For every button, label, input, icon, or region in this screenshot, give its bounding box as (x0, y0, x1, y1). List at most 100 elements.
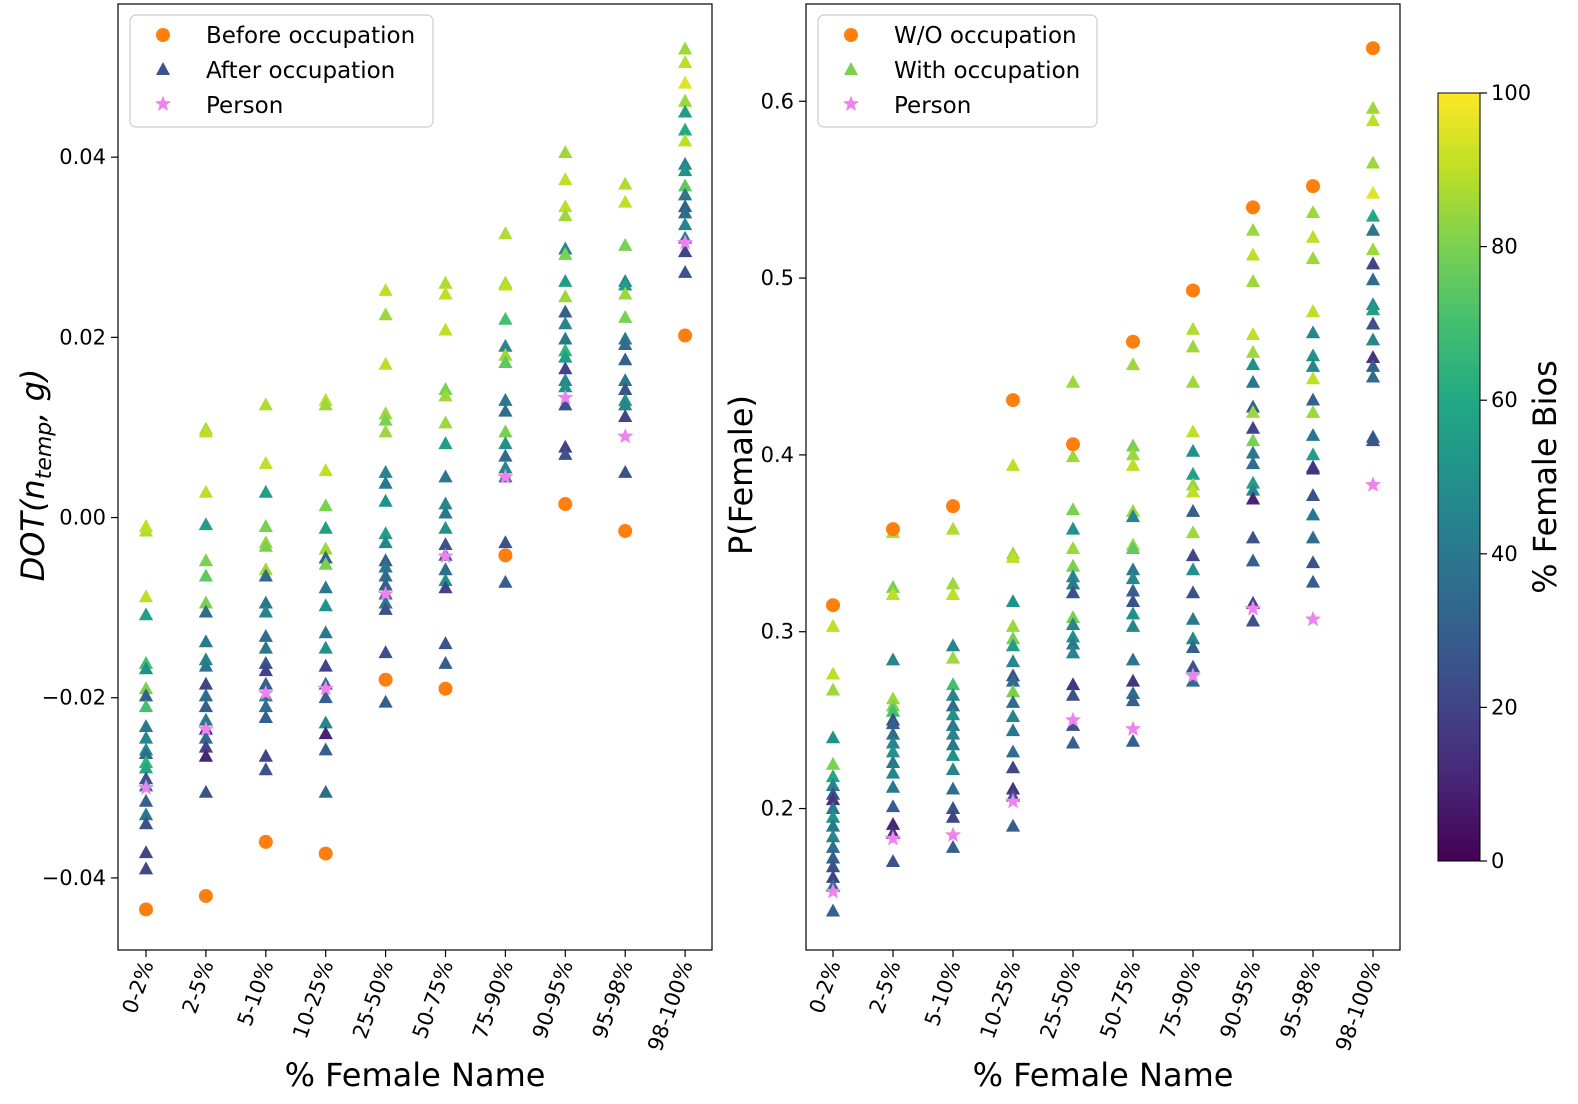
triangle-point (378, 307, 393, 321)
baseline-circle-point (1186, 283, 1200, 298)
triangle-point (1065, 735, 1081, 749)
triangle-point (198, 699, 214, 713)
triangle-point (138, 607, 154, 621)
left-legend: Before occupation After occupation Perso… (129, 14, 434, 128)
x-tick-label: 2-5% (865, 958, 906, 1017)
triangle-point (498, 347, 513, 361)
baseline-circle-point (886, 522, 900, 537)
triangle-point (1185, 503, 1201, 517)
legend-person-label: Person (894, 93, 971, 119)
triangle-point (1125, 562, 1141, 576)
triangle-point (1245, 475, 1261, 489)
triangle-point (498, 424, 513, 438)
triangle-point (438, 469, 453, 483)
triangle-point (945, 707, 961, 721)
triangle-point (677, 187, 693, 201)
triangle-point (677, 41, 693, 55)
triangle-point (1005, 709, 1021, 722)
triangle-point (885, 580, 901, 593)
triangle-point (198, 712, 214, 726)
triangle-point (1365, 369, 1381, 383)
triangle-point (498, 574, 513, 588)
colorbar-gradient (1437, 92, 1481, 862)
triangle-point (1245, 491, 1261, 505)
left-x-ticks: 0-2% 2-5% 5-10% 10-25% 25-50% 50-75% 75-90% 90-… (118, 950, 698, 1054)
triangle-point (825, 850, 841, 864)
triangle-point (1005, 818, 1021, 832)
triangle-point (677, 133, 693, 147)
triangle-point (1065, 629, 1081, 643)
triangle-point (825, 792, 841, 806)
triangle-point (1185, 374, 1201, 388)
left-plot-frame (117, 3, 713, 951)
triangle-point (1125, 606, 1141, 620)
triangle-point (1185, 548, 1201, 562)
y-tick-label: 0.2 (761, 797, 794, 821)
triangle-point (1365, 433, 1381, 447)
left-x-axis-label: % Female Name (285, 1056, 546, 1094)
triangle-point (558, 379, 573, 393)
triangle-point (558, 208, 573, 222)
triangle-point (438, 415, 453, 429)
triangle-point (1065, 687, 1081, 701)
triangle-point (1245, 247, 1261, 261)
triangle-point (825, 859, 841, 873)
triangle-point (1005, 744, 1021, 758)
triangle-point (1125, 594, 1141, 608)
right-plot-frame (805, 3, 1401, 951)
triangle-point (1065, 521, 1081, 535)
triangle-point (1365, 185, 1381, 199)
legend-person-marker (154, 95, 172, 111)
person-star-point (1184, 667, 1202, 683)
triangle-point (677, 264, 693, 278)
triangle-point (825, 870, 841, 883)
baseline-circle-point (139, 902, 153, 917)
triangle-point (438, 562, 453, 576)
triangle-point (138, 746, 154, 759)
triangle-point (1245, 456, 1261, 470)
triangle-point (885, 744, 901, 758)
person-star-point (1064, 711, 1082, 727)
triangle-point (945, 737, 961, 751)
triangle-point (198, 676, 214, 690)
triangle-point (825, 666, 841, 680)
triangle-point (825, 818, 841, 832)
colorbar-tick-label: 100 (1491, 81, 1531, 105)
y-tick-label: 0.5 (761, 266, 794, 290)
colorbar-tick-label: 40 (1491, 542, 1518, 566)
triangle-point (258, 748, 273, 762)
triangle-point (1365, 358, 1381, 372)
triangle-point (1185, 631, 1201, 645)
legend-wo-label: W/O occupation (894, 23, 1077, 49)
triangle-point (1245, 613, 1261, 627)
left-data-points (137, 41, 694, 917)
triangle-point (1185, 525, 1201, 539)
x-tick-label: 10-25% (288, 958, 338, 1042)
person-star-point (824, 883, 842, 899)
triangle-point (1125, 438, 1141, 452)
triangle-point (438, 537, 453, 550)
triangle-point (318, 541, 333, 555)
legend-with-label: With occupation (894, 58, 1080, 84)
triangle-point (1125, 357, 1141, 371)
triangle-point (1305, 507, 1321, 521)
triangle-point (138, 793, 154, 807)
triangle-point (945, 762, 961, 776)
triangle-point (318, 658, 333, 672)
triangle-point (1185, 673, 1201, 687)
triangle-point (438, 573, 453, 587)
colorbar-label: % Female Bios (1526, 360, 1564, 594)
triangle-point (825, 730, 841, 744)
triangle-point (1245, 433, 1261, 447)
triangle-point (318, 784, 333, 798)
right-x-ticks: 0-2% 2-5% 5-10% 10-25% 25-50% 50-75% 75-90% 90-… (805, 950, 1386, 1054)
triangle-point (318, 690, 333, 704)
triangle-point (825, 809, 841, 823)
triangle-point (378, 645, 393, 659)
triangle-point (1065, 374, 1081, 388)
triangle-point (258, 455, 273, 469)
triangle-point (378, 577, 393, 591)
person-star-point (317, 680, 334, 696)
triangle-point (1245, 222, 1261, 236)
triangle-point (1125, 618, 1141, 632)
